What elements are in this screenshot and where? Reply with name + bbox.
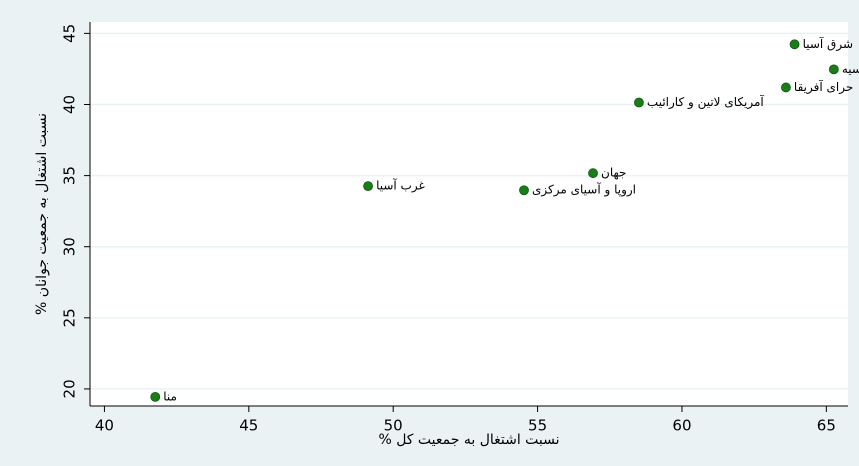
y-tick-label: 25 (61, 308, 79, 327)
y-tick-label: 40 (61, 95, 79, 114)
point-label: جهان (601, 166, 626, 180)
point (781, 82, 791, 93)
x-axis-title: % نسبت اشتغال به جمعیت کل (378, 432, 559, 448)
point (789, 39, 800, 50)
x-tick-label: 40 (95, 417, 114, 435)
point (363, 181, 373, 192)
x-tick-label: 60 (672, 417, 691, 435)
point-label: سیه (842, 62, 859, 76)
y-tick-label: 35 (61, 166, 79, 185)
y-tick-label: 30 (61, 237, 79, 256)
x-tick-label: 45 (239, 417, 258, 435)
point-label: منا (163, 389, 177, 403)
point-label: شرق آسیا (803, 36, 853, 52)
x-tick-label: 65 (817, 417, 836, 435)
y-axis-title: % نسبت اشتغال به جمعیت جوانان (34, 113, 50, 315)
point (150, 391, 161, 402)
point (588, 168, 598, 179)
point-label: اروپا و آسیای مرکزی (532, 182, 636, 198)
y-tick-label: 45 (61, 24, 79, 43)
x-tick-label: 50 (384, 417, 403, 435)
plot-area (90, 22, 848, 406)
y-tick-label: 20 (61, 379, 79, 398)
point-label: آمریکای لاتین و کارائیب (647, 94, 764, 110)
point (519, 185, 529, 196)
point-label: حرای آفریقا (794, 79, 853, 95)
point (634, 97, 644, 108)
point-label: غرب آسیا (376, 178, 425, 194)
x-tick-label: 55 (528, 417, 547, 435)
point (828, 64, 839, 75)
